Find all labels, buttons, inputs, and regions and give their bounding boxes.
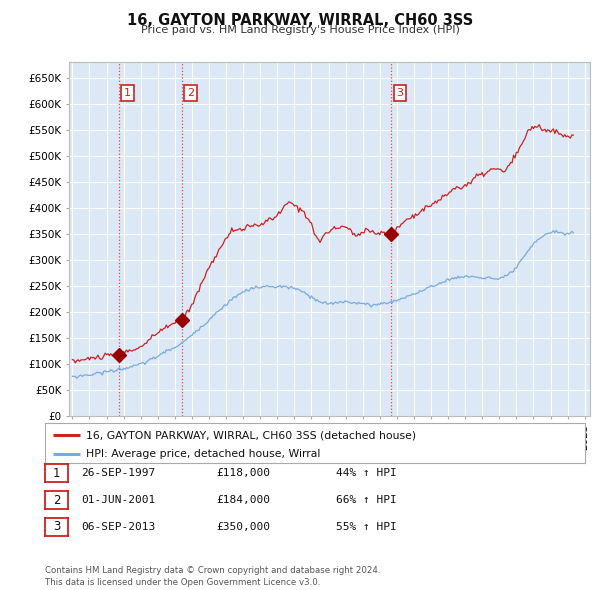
Text: 1: 1 <box>124 88 131 98</box>
Text: 01-JUN-2001: 01-JUN-2001 <box>81 496 155 505</box>
Text: 26-SEP-1997: 26-SEP-1997 <box>81 468 155 478</box>
Text: 2: 2 <box>187 88 194 98</box>
Text: 06-SEP-2013: 06-SEP-2013 <box>81 522 155 532</box>
Text: Price paid vs. HM Land Registry's House Price Index (HPI): Price paid vs. HM Land Registry's House … <box>140 25 460 35</box>
Text: 55% ↑ HPI: 55% ↑ HPI <box>336 522 397 532</box>
Text: Contains HM Land Registry data © Crown copyright and database right 2024.
This d: Contains HM Land Registry data © Crown c… <box>45 566 380 587</box>
Text: £184,000: £184,000 <box>216 496 270 505</box>
Text: HPI: Average price, detached house, Wirral: HPI: Average price, detached house, Wirr… <box>86 450 320 460</box>
Text: 1: 1 <box>53 467 60 480</box>
Text: 3: 3 <box>53 520 60 533</box>
Text: 66% ↑ HPI: 66% ↑ HPI <box>336 496 397 505</box>
Text: 16, GAYTON PARKWAY, WIRRAL, CH60 3SS: 16, GAYTON PARKWAY, WIRRAL, CH60 3SS <box>127 13 473 28</box>
Text: 3: 3 <box>397 88 403 98</box>
Text: 2: 2 <box>53 494 60 507</box>
Text: 44% ↑ HPI: 44% ↑ HPI <box>336 468 397 478</box>
Text: 16, GAYTON PARKWAY, WIRRAL, CH60 3SS (detached house): 16, GAYTON PARKWAY, WIRRAL, CH60 3SS (de… <box>86 430 416 440</box>
Text: £118,000: £118,000 <box>216 468 270 478</box>
Text: £350,000: £350,000 <box>216 522 270 532</box>
